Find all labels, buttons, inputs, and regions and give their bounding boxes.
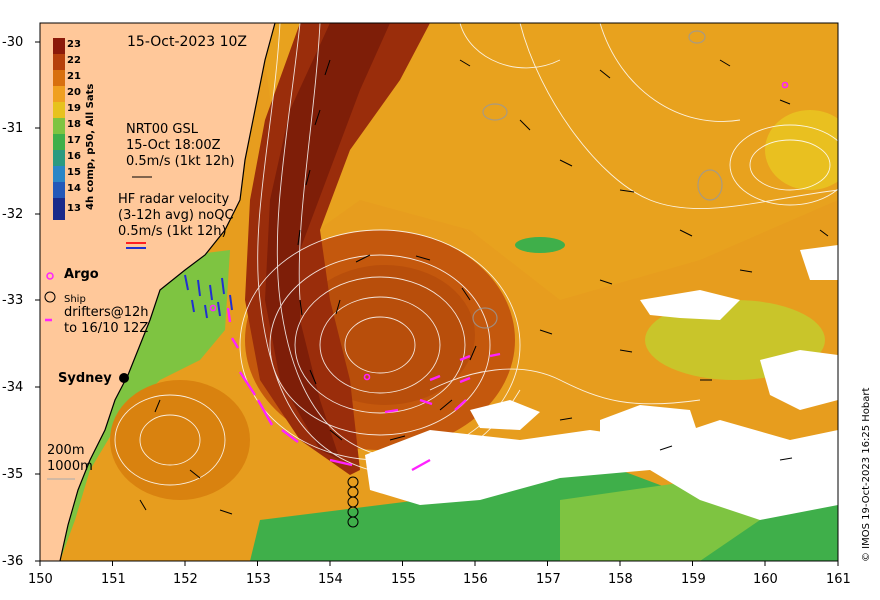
colorbar-label: 14 [67,183,81,194]
sydney-marker [119,373,129,383]
argo-label: Argo [64,267,99,282]
hf-line: (3-12h avg) noQC [118,208,234,223]
map-title: 15-Oct-2023 10Z [127,34,247,50]
argo-legend-icon [46,272,54,280]
map-canvas [40,23,838,561]
drifter-tracks [226,307,501,472]
colorbar-label: 21 [67,71,81,82]
hf-line: 0.5m/s (1kt 12h) [118,224,227,239]
y-tick-label: -32 [2,207,24,222]
x-tick-label: 151 [101,572,126,587]
colorbar [53,38,65,220]
x-tick-label: 156 [463,572,488,587]
colorbar-label: 15 [67,167,81,178]
drifters-line: drifters@12h [64,305,149,320]
argo-floats [209,81,789,381]
x-tick-label: 152 [173,572,198,587]
ship-label: Ship [64,294,86,305]
y-tick-label: -33 [2,293,24,308]
city-label-sydney: Sydney [58,371,112,386]
x-tick-label: 160 [753,572,778,587]
colorbar-label: 23 [67,39,81,50]
y-tick-label: -31 [2,121,24,136]
hf-radar-vectors [184,274,233,319]
drifters-legend: drifters@12h to 16/10 12Z [64,305,149,337]
cloud-mask [365,245,838,520]
ship-legend-icon [44,291,56,303]
y-tick-label: -30 [2,35,24,50]
depth-line: 1000m [47,459,93,474]
x-tick-label: 157 [536,572,561,587]
land-mass [40,23,275,561]
depth-legend: 200m 1000m [47,443,93,475]
x-tick-label: 161 [826,572,851,587]
hf-line: HF radar velocity [118,192,230,207]
x-tick-label: 150 [28,572,53,587]
colorbar-label: 17 [67,135,81,146]
nrt-line: NRT00 GSL [126,122,198,137]
nrt-legend: NRT00 GSL 15-Oct 18:00Z 0.5m/s (1kt 12h) [126,122,235,170]
x-tick-label: 158 [608,572,633,587]
x-tick-label: 153 [246,572,271,587]
coastline [59,23,276,561]
y-tick-label: -34 [2,380,24,395]
ssh-contours [114,23,838,486]
nrt-line: 15-Oct 18:00Z [126,138,221,153]
colorbar-label: 20 [67,87,81,98]
y-tick-label: -36 [2,554,24,569]
colorbar-label: 18 [67,119,81,130]
axis-ticks [35,41,839,566]
x-tick-label: 154 [318,572,343,587]
colorbar-title: 4h comp, p50, All Sats [85,83,96,210]
velocity-arrows [139,59,829,515]
colorbar-label: 19 [67,103,81,114]
y-tick-label: -35 [2,467,24,482]
hf-legend: HF radar velocity (3-12h avg) noQC 0.5m/… [118,192,234,240]
colorbar-label: 16 [67,151,81,162]
depth-line: 200m [47,443,85,458]
map-border [39,22,839,562]
colorbar-label: 13 [67,203,81,214]
colorbar-label: 22 [67,55,81,66]
x-tick-label: 159 [681,572,706,587]
x-tick-label: 155 [391,572,416,587]
drifters-line: to 16/10 12Z [64,321,149,336]
nrt-line: 0.5m/s (1kt 12h) [126,154,235,169]
credit-text: © IMOS 19-Oct-2023 16:25 Hobart [861,387,872,562]
ship-track [347,476,359,528]
